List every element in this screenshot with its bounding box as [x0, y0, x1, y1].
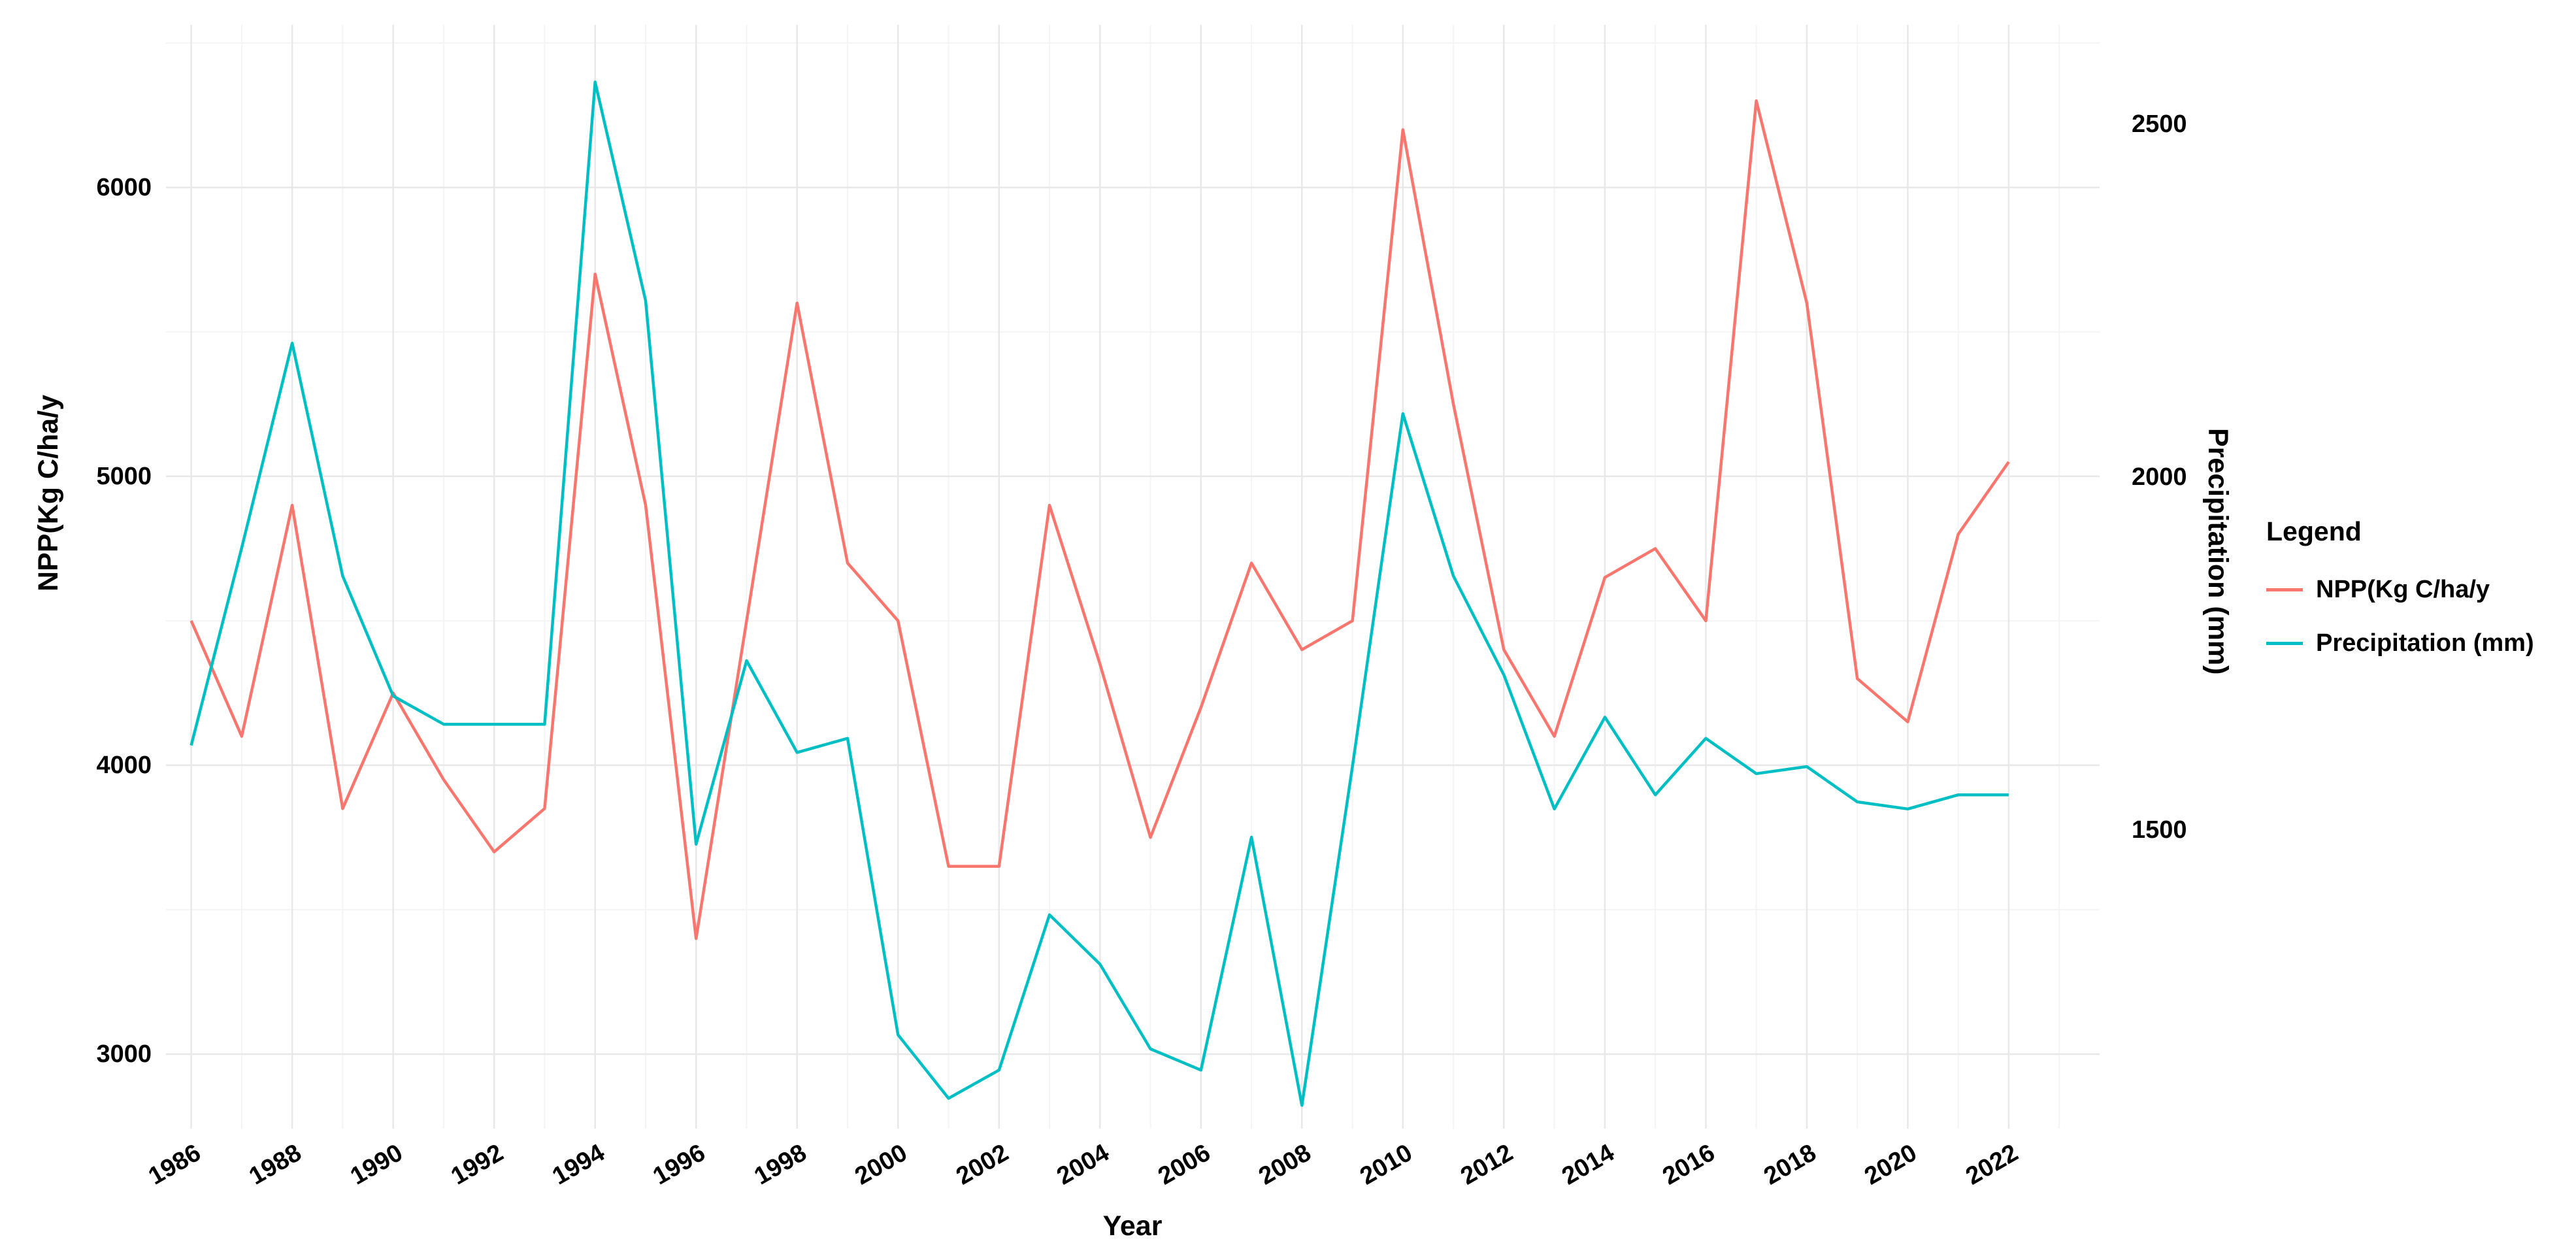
- legend-title: Legend: [2266, 516, 2362, 546]
- left-axis-title: NPP(Kg C/ha/y: [33, 394, 64, 591]
- legend-entry: Precipitation (mm): [2266, 616, 2534, 670]
- right-axis-title: Precipitation (mm): [2202, 428, 2234, 675]
- left-tick-label: 5000: [96, 462, 152, 490]
- right-tick-label: 1500: [2132, 816, 2187, 844]
- legend: Legend NPP(Kg C/ha/y Precipitation (mm): [2266, 516, 2534, 670]
- x-axis-title: Year: [1102, 1210, 1163, 1242]
- legend-key-line-icon: [2266, 641, 2303, 645]
- left-tick-label: 3000: [96, 1040, 152, 1068]
- left-tick-label: 6000: [96, 173, 152, 201]
- legend-key-line-icon: [2266, 588, 2303, 591]
- right-tick-label: 2500: [2132, 110, 2187, 139]
- npp-line: [190, 99, 2010, 940]
- legend-entry: NPP(Kg C/ha/y: [2266, 563, 2534, 616]
- right-tick-label: 2000: [2132, 463, 2187, 491]
- legend-entry-label: Precipitation (mm): [2316, 629, 2534, 657]
- precipitation-line: [190, 80, 2009, 1107]
- legend-entry-label: NPP(Kg C/ha/y: [2316, 575, 2490, 603]
- left-tick-label: 4000: [96, 751, 152, 779]
- legend-entries: NPP(Kg C/ha/y Precipitation (mm): [2266, 563, 2534, 670]
